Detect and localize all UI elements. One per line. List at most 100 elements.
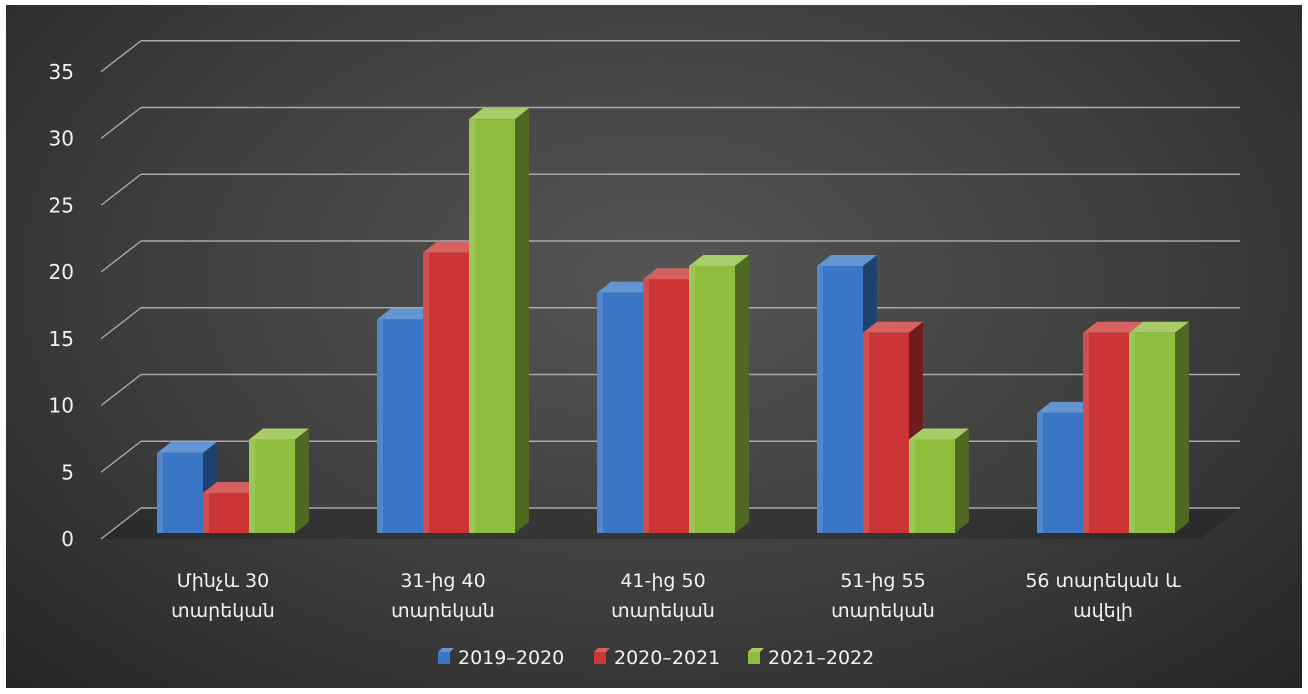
y-tick-label: 35	[49, 60, 74, 84]
bar-top	[249, 428, 309, 440]
bar-front	[643, 279, 689, 533]
bar-top	[469, 108, 529, 120]
bar-top	[689, 255, 749, 266]
bar-side	[735, 255, 749, 533]
gridline-diagonal	[100, 507, 142, 540]
legend-swatch-top	[438, 648, 454, 652]
bar-top	[1037, 401, 1097, 413]
gridline-diagonal	[100, 307, 142, 340]
bar	[249, 428, 309, 533]
bar-top	[597, 281, 657, 293]
bar-highlight	[1037, 412, 1043, 533]
x-category-label: 51-ից 55	[840, 570, 925, 592]
bar-top	[203, 481, 263, 493]
bar-highlight	[643, 279, 649, 533]
legend-label: 2020–2021	[614, 647, 720, 669]
bar-highlight	[1129, 332, 1135, 533]
legend-item: 2020–2021	[594, 647, 720, 669]
legend-swatch	[748, 652, 760, 664]
chart-frame: 0 5 10 15 20 25 30 35 Մինչև 30 տարեկան 31-ից 40 տա…	[6, 5, 1302, 688]
x-category-label: Մինչև 30	[177, 570, 269, 592]
bar-front	[597, 292, 643, 533]
y-axis-ticks: 0 5 10 15 20 25 30 35	[49, 60, 74, 551]
bar	[1129, 321, 1189, 533]
y-tick-label: 15	[49, 327, 74, 351]
bar-front	[1083, 332, 1129, 533]
bar-front	[817, 266, 863, 533]
gridline-diagonal	[100, 373, 142, 407]
bar-highlight	[423, 252, 429, 533]
bar-side	[515, 108, 529, 534]
legend-item: 2019–2020	[438, 647, 564, 669]
bar-top	[817, 255, 877, 266]
y-tick-label: 0	[61, 527, 74, 551]
bar-top	[643, 268, 703, 280]
x-category-label: տարեկան	[831, 600, 935, 622]
bar-top	[1129, 321, 1189, 333]
legend-item: 2021–2022	[748, 647, 874, 669]
bar-front	[249, 439, 295, 533]
y-tick-label: 5	[61, 460, 74, 484]
bar-front	[423, 252, 469, 533]
y-tick-label: 10	[49, 394, 74, 418]
x-axis-categories: Մինչև 30 տարեկան 31-ից 40 տարեկան 41-ից 50 տա…	[171, 570, 1181, 622]
bar-top	[423, 241, 483, 253]
x-category-label: 56 տարեկան և	[1025, 570, 1181, 592]
bar-front	[1129, 332, 1175, 533]
gridline-diagonal	[100, 40, 142, 73]
y-tick-label: 25	[49, 193, 74, 217]
bar-front	[909, 439, 955, 533]
bar-highlight	[203, 492, 209, 533]
bar-side	[295, 428, 309, 533]
x-category-label: 41-ից 50	[620, 570, 705, 592]
legend-swatch-top	[748, 648, 764, 652]
bar-front	[863, 332, 909, 533]
x-category-label: տարեկան	[391, 600, 495, 622]
bar-highlight	[597, 292, 603, 533]
legend-label: 2019–2020	[458, 647, 564, 669]
bar-front	[1037, 412, 1083, 533]
bar-highlight	[863, 332, 869, 533]
bar-top	[909, 428, 969, 440]
gridline-diagonal	[100, 173, 142, 206]
bar-highlight	[377, 319, 383, 533]
bar	[469, 108, 529, 534]
bar-side	[955, 428, 969, 533]
bar-front	[469, 119, 515, 534]
x-category-label: տարեկան	[171, 600, 275, 622]
bar	[909, 428, 969, 533]
bar-highlight	[817, 266, 823, 533]
bar	[863, 321, 923, 533]
bar-front	[377, 319, 423, 533]
x-category-label: ավելի	[1073, 600, 1133, 622]
x-category-label: տարեկան	[611, 600, 715, 622]
x-category-label: 31-ից 40	[400, 570, 485, 592]
gridline-diagonal	[100, 440, 142, 473]
bar-highlight	[249, 439, 255, 533]
bar-front	[203, 492, 249, 533]
legend-label: 2021–2022	[768, 647, 874, 669]
bar-top	[863, 321, 923, 333]
y-tick-label: 30	[49, 127, 74, 151]
bar-front	[157, 452, 203, 533]
legend-swatch	[594, 652, 606, 664]
bar-highlight	[1083, 332, 1089, 533]
bar-highlight	[157, 452, 163, 533]
bar	[157, 441, 217, 533]
bar-side	[1175, 321, 1189, 533]
bar-top	[377, 308, 437, 320]
bar-top	[157, 441, 217, 453]
bar-highlight	[469, 119, 475, 534]
bar-top	[1083, 321, 1143, 333]
gridline-diagonal	[100, 106, 142, 140]
legend-swatch-top	[594, 648, 610, 652]
bars	[157, 108, 1189, 534]
bar-highlight	[689, 266, 695, 533]
bar-front	[689, 266, 735, 533]
bar	[689, 255, 749, 533]
gridline-diagonal	[100, 240, 142, 273]
y-tick-label: 20	[49, 260, 74, 284]
bar-highlight	[909, 439, 915, 533]
bar-chart: 0 5 10 15 20 25 30 35 Մինչև 30 տարեկան 31-ից 40 տա…	[49, 40, 1240, 669]
legend-swatch	[438, 652, 450, 664]
